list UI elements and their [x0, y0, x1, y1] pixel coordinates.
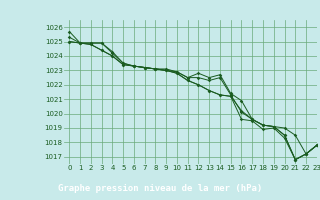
Text: Graphe pression niveau de la mer (hPa): Graphe pression niveau de la mer (hPa): [58, 184, 262, 193]
